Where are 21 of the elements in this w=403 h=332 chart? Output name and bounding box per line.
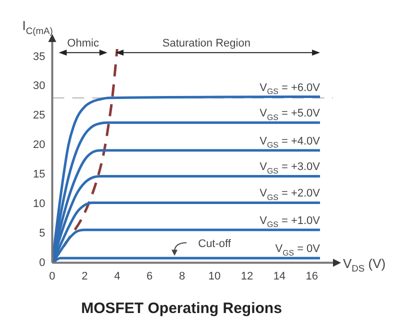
y-tick-label: 10 xyxy=(32,198,46,210)
x-tick-label: 16 xyxy=(306,270,318,282)
y-tick-label: 25 xyxy=(32,110,46,122)
text: MOSFET Operating Regions xyxy=(81,300,282,318)
y-tick-label: 5 xyxy=(39,227,46,240)
x-tick-label: 2 xyxy=(82,270,88,282)
annotation: Ohmic xyxy=(67,38,100,50)
y-tick-label: 30 xyxy=(32,80,46,92)
x-tick-label: 6 xyxy=(146,270,153,282)
y-tick-label: 35 xyxy=(32,50,46,63)
x-tick-label: 14 xyxy=(273,270,286,282)
x-tick-label: 12 xyxy=(240,270,254,282)
x-tick-label: 10 xyxy=(208,270,221,282)
x-tick-label: 8 xyxy=(179,270,186,282)
y-tick-label: 0 xyxy=(39,256,46,269)
annotation: Cut-off xyxy=(198,238,232,250)
y-tick-label: 20 xyxy=(32,139,46,152)
annotation: Saturation Region xyxy=(162,38,250,50)
y-tick-label: 15 xyxy=(32,168,46,181)
x-tick-label: 4 xyxy=(114,270,120,282)
x-tick-label: 0 xyxy=(49,270,56,282)
